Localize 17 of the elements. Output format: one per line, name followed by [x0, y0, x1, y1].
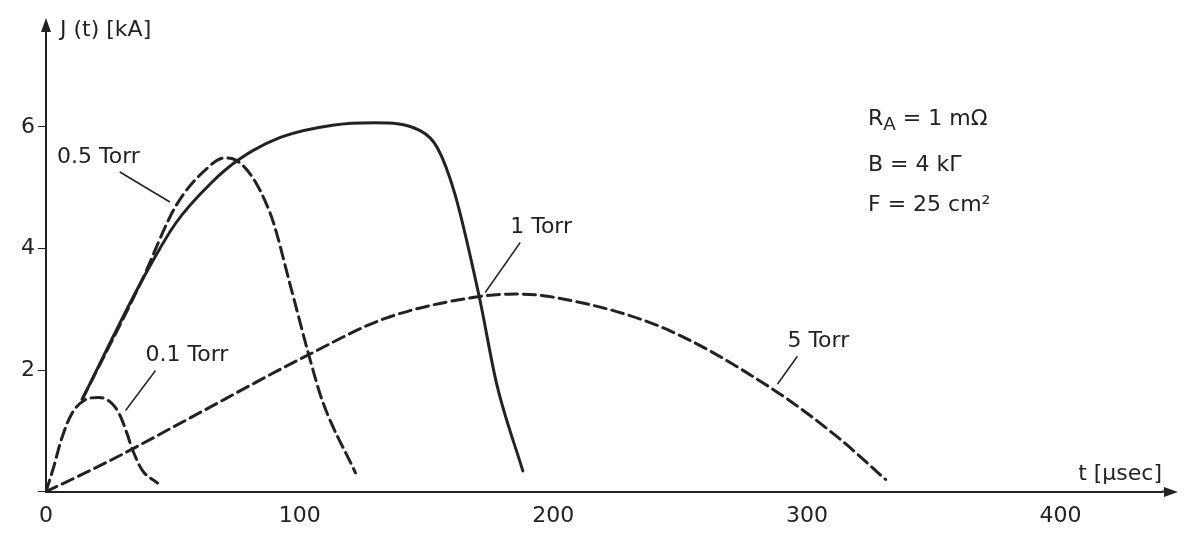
text: 0.1 Torr [145, 341, 230, 367]
annotation: F = 25 cm² [868, 190, 991, 219]
x-tick-label: 200 [532, 501, 575, 527]
text: 0.5 Torr [57, 142, 141, 168]
x-tick-label: 0 [39, 501, 53, 527]
series-label: 1 Torr [510, 213, 574, 239]
y-tick-label: 2 [21, 355, 35, 381]
annotation: B = 4 kΓ [868, 150, 963, 179]
x-tick-label: 300 [785, 501, 828, 527]
y-axis-title: J (t) [kA] [58, 15, 152, 41]
y-tick-label: 6 [21, 112, 35, 138]
y-tick-label: 4 [21, 234, 35, 260]
series-label: 5 Torr [787, 327, 851, 353]
x-tick-label: 400 [1039, 501, 1082, 527]
x-axis-title: t [µsec] [1078, 460, 1162, 486]
x-tick-label: 100 [278, 501, 321, 527]
annotation: R$_{A}$ = 1 mΩ [868, 104, 989, 137]
